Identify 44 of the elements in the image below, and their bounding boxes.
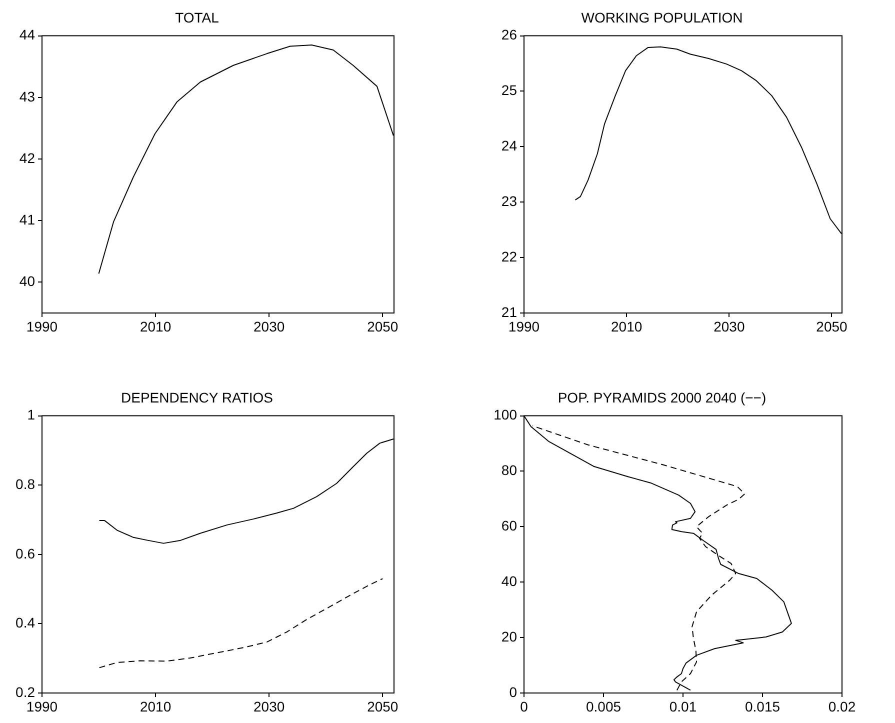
y-tick-label: 0	[509, 684, 518, 700]
chart-title: DEPENDENCY RATIOS	[121, 389, 273, 406]
x-tick-label: 2010	[611, 318, 642, 334]
y-tick-label: 40	[19, 273, 36, 290]
x-tick-label: 0.005	[586, 698, 622, 714]
x-tick-label: 0.015	[744, 698, 780, 714]
y-tick-label: 43	[19, 88, 36, 104]
x-tick-label: 1990	[508, 318, 540, 334]
x-tick-label: 2010	[140, 318, 172, 334]
y-tick-label: 0.6	[16, 545, 36, 562]
y-tick-label: 0.8	[16, 476, 36, 492]
y-tick-label: 23	[501, 192, 518, 209]
y-tick-label: 41	[19, 211, 36, 228]
y-tick-label: 60	[501, 518, 518, 534]
y-tick-label: 25	[501, 82, 518, 98]
y-tick-label: 21	[501, 304, 518, 320]
x-tick-label: 2010	[140, 698, 172, 714]
y-tick-label: 0.2	[16, 684, 36, 700]
y-tick-label: 40	[501, 572, 518, 589]
y-tick-label: 80	[501, 462, 518, 478]
y-tick-label: 20	[501, 628, 518, 644]
x-tick-label: 2030	[714, 318, 745, 334]
y-tick-label: 26	[501, 26, 518, 43]
y-tick-label: 42	[19, 150, 36, 166]
x-tick-label: 0.02	[828, 698, 856, 714]
chart-title: POP. PYRAMIDS 2000 2040 (−−)	[558, 389, 766, 406]
chart-title: TOTAL	[175, 9, 220, 26]
y-tick-label: 1	[27, 406, 36, 423]
y-tick-label: 24	[501, 138, 518, 154]
x-tick-label: 1990	[26, 318, 58, 334]
y-tick-label: 0.4	[16, 614, 36, 631]
chart-title: WORKING POPULATION	[581, 9, 743, 26]
x-tick-label: 2030	[254, 698, 285, 714]
x-tick-label: 2050	[367, 318, 398, 334]
y-tick-label: 22	[501, 248, 518, 264]
x-tick-label: 2050	[367, 698, 398, 714]
y-tick-label: 100	[494, 406, 518, 423]
x-tick-label: 2050	[816, 318, 848, 334]
line-series	[98, 578, 384, 668]
x-tick-label: 0	[520, 698, 528, 714]
x-tick-label: 0.01	[669, 698, 697, 714]
y-tick-label: 44	[19, 26, 36, 43]
x-tick-label: 2030	[254, 318, 285, 334]
x-tick-label: 1990	[26, 698, 58, 714]
